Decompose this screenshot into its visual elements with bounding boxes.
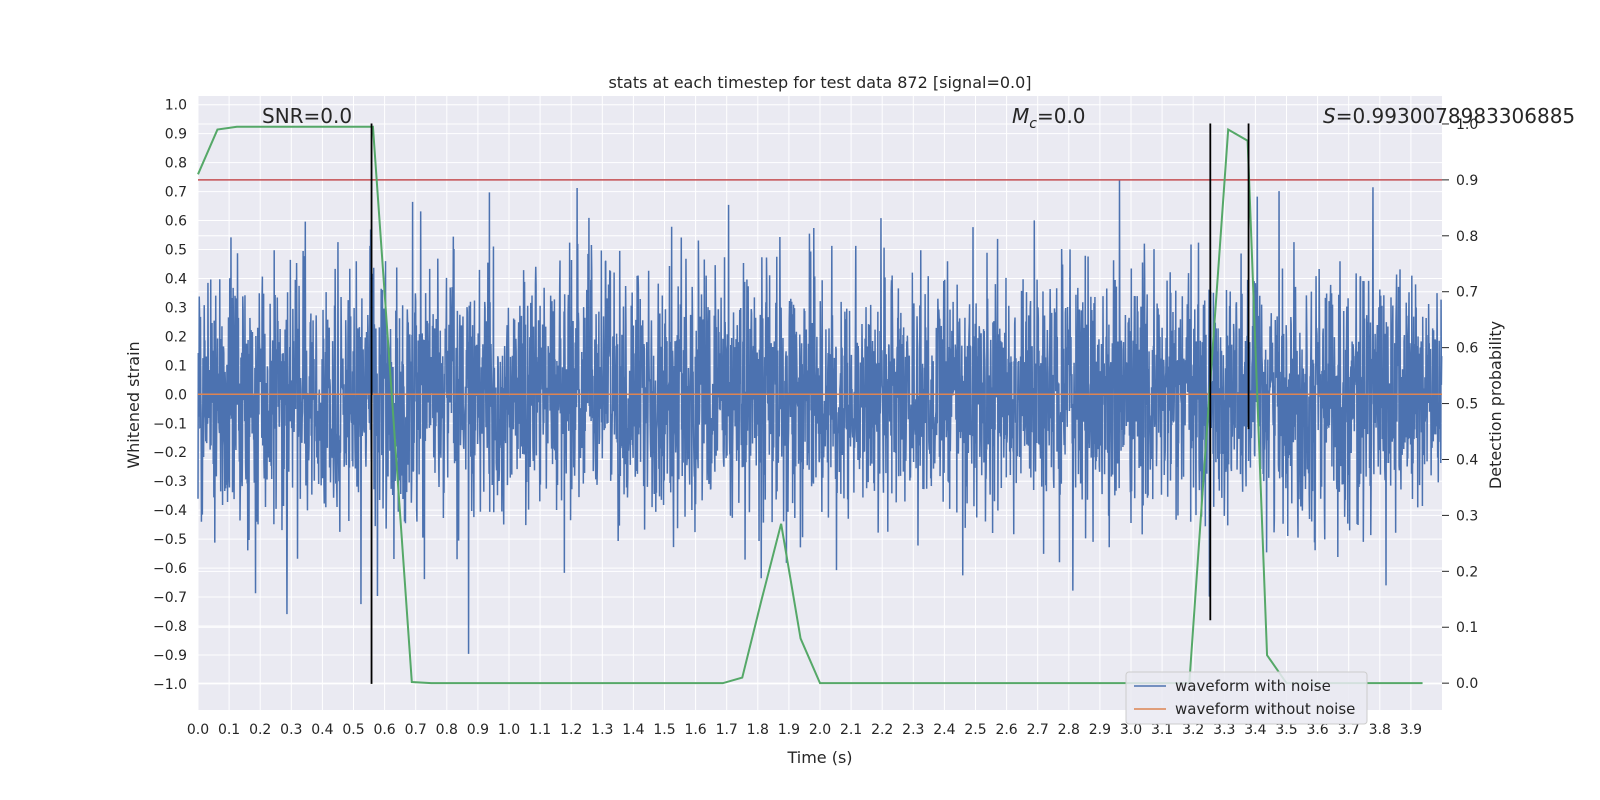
- y2-tick-label: 0.4: [1456, 452, 1478, 468]
- y-tick-label: −1.0: [153, 677, 187, 693]
- overlay-layer: [197, 123, 1442, 685]
- legend: waveform with noise waveform without noi…: [1125, 671, 1368, 725]
- x-tick-label: 2.8: [1058, 722, 1080, 738]
- noise-waveform-series: [197, 180, 1443, 654]
- x-tick-label: 0.7: [405, 722, 427, 738]
- x-tick-label: 0.3: [280, 722, 302, 738]
- y2-tick-label: 0.7: [1456, 285, 1478, 301]
- y2-tick-label: 0.8: [1456, 229, 1478, 245]
- y-tick-label: −0.1: [153, 416, 187, 432]
- y2-tick-label: 0.1: [1456, 620, 1478, 636]
- y-tick-label: 0.2: [165, 329, 187, 345]
- y-tick-label: −0.6: [153, 561, 187, 577]
- legend-label-clean: waveform without noise: [1175, 700, 1355, 718]
- y2-tick-label: 0.3: [1456, 508, 1478, 524]
- x-tick-label: 2.3: [902, 722, 924, 738]
- y-tick-label: 0.0: [165, 387, 187, 403]
- y-tick-label: −0.2: [153, 445, 187, 461]
- x-tick-label: 1.4: [622, 722, 644, 738]
- x-tick-label: 3.2: [1182, 722, 1204, 738]
- x-tick-label: 1.0: [498, 722, 520, 738]
- y-tick-label: −0.7: [153, 590, 187, 606]
- y2-tick-label: 0.6: [1456, 341, 1478, 357]
- mc-subscript: c: [1029, 116, 1037, 132]
- y-axis-label: Whitened strain: [124, 341, 143, 468]
- x-tick-label: 3.9: [1400, 722, 1422, 738]
- x-tick-label: 2.7: [1027, 722, 1049, 738]
- y2-tick-label: 0.9: [1456, 173, 1478, 189]
- mc-annotation: Mc=0.0: [1012, 104, 1086, 132]
- x-tick-label: 2.6: [995, 722, 1017, 738]
- x-tick-label: 0.1: [218, 722, 240, 738]
- x-tick-label: 2.4: [933, 722, 955, 738]
- x-tick-label: 3.4: [1244, 722, 1266, 738]
- s-symbol: S: [1323, 104, 1336, 128]
- x-tick-label: 2.1: [840, 722, 862, 738]
- x-tick-label: 1.2: [560, 722, 582, 738]
- x-tick-label: 3.6: [1306, 722, 1328, 738]
- x-tick-label: 3.0: [1120, 722, 1142, 738]
- chart-title: stats at each timestep for test data 872…: [608, 73, 1031, 92]
- y-tick-label: 0.9: [165, 127, 187, 143]
- x-tick-label: 1.3: [591, 722, 613, 738]
- x-tick-label: 0.8: [436, 722, 458, 738]
- y-tick-label: 0.7: [165, 185, 187, 201]
- x-tick-label: 0.4: [311, 722, 333, 738]
- x-tick-label: 3.7: [1338, 722, 1360, 738]
- y-tick-label: 1.0: [165, 98, 187, 114]
- y-tick-label: −0.3: [153, 474, 187, 490]
- x-tick-label: 1.1: [529, 722, 551, 738]
- x-tick-label: 0.9: [467, 722, 489, 738]
- mc-symbol: M: [1012, 104, 1029, 128]
- legend-box: [1125, 671, 1368, 725]
- y-tick-label: −0.8: [153, 619, 187, 635]
- x-tick-label: 0.5: [342, 722, 364, 738]
- s-value: =0.9930078983306885: [1336, 104, 1575, 128]
- x-tick-label: 2.0: [809, 722, 831, 738]
- y-tick-label: 0.3: [165, 300, 187, 316]
- noise-waveform-path: [197, 180, 1443, 654]
- y-tick-label: 0.1: [165, 358, 187, 374]
- y-tick-label: 0.5: [165, 243, 187, 259]
- y-tick-label: −0.5: [153, 532, 187, 548]
- x-tick-label: 3.8: [1369, 722, 1391, 738]
- x-tick-label: 1.6: [684, 722, 706, 738]
- x-tick-label: 3.3: [1213, 722, 1235, 738]
- x-tick-label: 3.5: [1275, 722, 1297, 738]
- y-tick-label: −0.4: [153, 503, 187, 519]
- y2-tick-label: 0.2: [1456, 564, 1478, 580]
- x-tick-label: 2.2: [871, 722, 893, 738]
- snr-annotation: SNR=0.0: [262, 104, 352, 128]
- y-tick-label: −0.9: [153, 648, 187, 664]
- detection-probability-line: [197, 125, 1423, 685]
- x-tick-label: 0.2: [249, 722, 271, 738]
- y-tick-label: 0.8: [165, 156, 187, 172]
- mc-value: =0.0: [1037, 104, 1086, 128]
- tick-labels: 0.0 0.1 0.2 0.3 0.4 0.5 0.6 0.7 0.8 0.9 1.0 1.1 1.2 1…: [153, 98, 1478, 738]
- x-tick-label: 0.0: [187, 722, 209, 738]
- x-tick-label: 0.6: [373, 722, 395, 738]
- x-tick-label: 2.5: [964, 722, 986, 738]
- y-tick-label: 0.4: [165, 271, 187, 287]
- x-tick-label: 1.5: [653, 722, 675, 738]
- legend-label-noise: waveform with noise: [1175, 677, 1331, 695]
- y2-tick-label: 0.5: [1456, 397, 1478, 413]
- x-tick-label: 2.9: [1089, 722, 1111, 738]
- x-tick-label: 1.8: [747, 722, 769, 738]
- s-annotation: S=0.9930078983306885: [1323, 104, 1575, 128]
- x-tick-label: 3.1: [1151, 722, 1173, 738]
- x-tick-label: 1.7: [716, 722, 738, 738]
- x-tick-label: 1.9: [778, 722, 800, 738]
- y2-axis-label: Detection probability: [1486, 321, 1505, 489]
- x-axis-label: Time (s): [786, 748, 852, 767]
- y-tick-label: 0.6: [165, 214, 187, 230]
- y2-tick-label: 1.0: [1456, 117, 1478, 133]
- y2-tick-label: 0.0: [1456, 676, 1478, 692]
